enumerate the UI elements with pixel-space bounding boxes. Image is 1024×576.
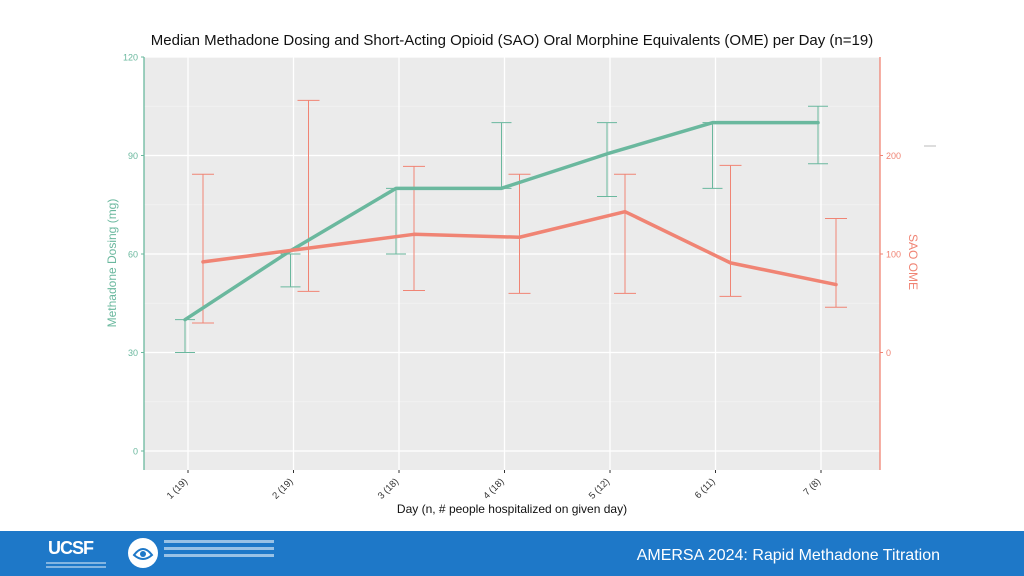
x-tick-label: 6 (11) (693, 476, 718, 501)
sao-ome-line (201, 209, 838, 287)
x-tick-label: 4 (18) (481, 476, 506, 501)
footer-bar: UCSF AMERSA 2024: Rapid Methadone Titrat… (0, 531, 1024, 576)
left-axis-title: Methadone Dosing (mg) (105, 199, 119, 328)
plot-panel (144, 57, 880, 470)
x-tick-label: 2 (19) (270, 476, 295, 501)
x-tick-label: 7 (8) (802, 476, 824, 498)
left-tick-label: 0 (133, 447, 138, 457)
right-axis-title: SAO OME (906, 234, 920, 290)
left-tick-label: 120 (123, 53, 138, 63)
right-tick-label: 100 (886, 250, 901, 260)
left-tick-label: 90 (128, 151, 138, 161)
ucsf-logo-subtitle (46, 562, 106, 570)
x-axis-title: Day (n, # people hospitalized on given d… (397, 502, 627, 516)
hospital-logo-text (164, 540, 274, 561)
right-tick-label: 0 (886, 348, 891, 358)
ucsf-logo: UCSF (48, 538, 94, 558)
x-tick-label: 5 (12) (587, 476, 612, 501)
left-tick-label: 60 (128, 250, 138, 260)
hospital-emblem-icon (128, 538, 158, 568)
methadone-sao-chart: 0 30 60 90 120 0 100 200 1 (19) 2 (19) 3 (18) 4 (18… (105, 53, 936, 516)
right-tick-label: 200 (886, 151, 901, 161)
footer-caption: AMERSA 2024: Rapid Methadone Titration (636, 547, 940, 564)
left-tick-label: 30 (128, 348, 138, 358)
x-tick-label: 1 (19) (165, 476, 190, 501)
x-tick-label: 3 (18) (376, 476, 401, 501)
chart-title: Median Methadone Dosing and Short-Acting… (150, 32, 874, 49)
